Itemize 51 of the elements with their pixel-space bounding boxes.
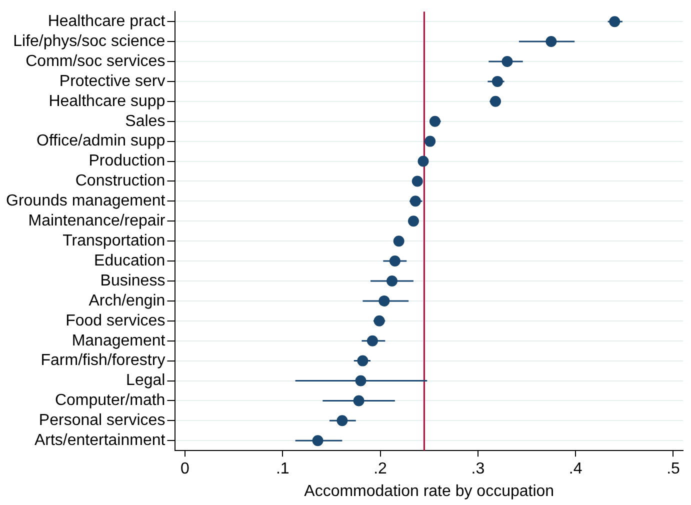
point xyxy=(408,216,419,227)
y-tick-label: Healthcare supp xyxy=(48,92,166,110)
point xyxy=(418,156,429,167)
point xyxy=(386,275,398,286)
x-tick-label: .3 xyxy=(471,460,485,478)
point xyxy=(312,435,324,446)
y-tick-label: Arts/entertainment xyxy=(34,432,166,450)
y-tick-label: Maintenance/repair xyxy=(28,212,166,230)
y-tick-label: Life/phys/soc science xyxy=(13,32,166,50)
point xyxy=(412,176,423,187)
x-tick-label: .1 xyxy=(276,460,290,478)
y-tick-label: Sales xyxy=(125,112,166,130)
x-tick-label: .2 xyxy=(374,460,388,478)
point xyxy=(378,295,390,306)
point xyxy=(357,355,368,366)
y-tick-label: Computer/math xyxy=(54,392,166,410)
y-tick-label: Arch/engin xyxy=(88,292,166,310)
point xyxy=(353,395,364,406)
y-tick-label: Healthcare pract xyxy=(48,12,166,30)
y-tick-label: Comm/soc services xyxy=(26,52,166,70)
y-tick-label: Food services xyxy=(66,312,166,330)
point xyxy=(490,96,502,107)
y-tick-label: Construction xyxy=(75,172,166,190)
point xyxy=(389,256,400,267)
y-tick-label: Protective serv xyxy=(59,72,166,90)
x-axis-title: Accommodation rate by occupation xyxy=(304,482,554,500)
x-tick-label: .5 xyxy=(666,460,680,478)
y-tick-label: Grounds management xyxy=(6,192,166,210)
point xyxy=(366,335,378,346)
point xyxy=(429,116,440,127)
point xyxy=(609,16,620,28)
point xyxy=(410,196,421,207)
y-tick-label: Legal xyxy=(126,372,166,390)
y-tick-label: Personal services xyxy=(38,412,166,430)
y-tick-label: Office/admin supp xyxy=(36,132,166,150)
y-tick-label: Management xyxy=(72,332,166,350)
y-tick-label: Business xyxy=(100,272,166,290)
point xyxy=(546,36,557,48)
y-tick-label: Production xyxy=(88,152,166,170)
y-tick-label: Education xyxy=(94,252,166,270)
y-tick-label: Farm/fish/forestry xyxy=(40,352,166,370)
point xyxy=(393,236,404,247)
point xyxy=(502,56,513,67)
x-tick-label: .4 xyxy=(568,460,582,478)
point xyxy=(336,415,348,426)
y-tick-label: Transportation xyxy=(62,232,166,250)
x-tick-label: 0 xyxy=(180,460,190,478)
point xyxy=(492,76,503,87)
point xyxy=(355,375,366,386)
point xyxy=(374,315,385,326)
point xyxy=(424,136,436,147)
